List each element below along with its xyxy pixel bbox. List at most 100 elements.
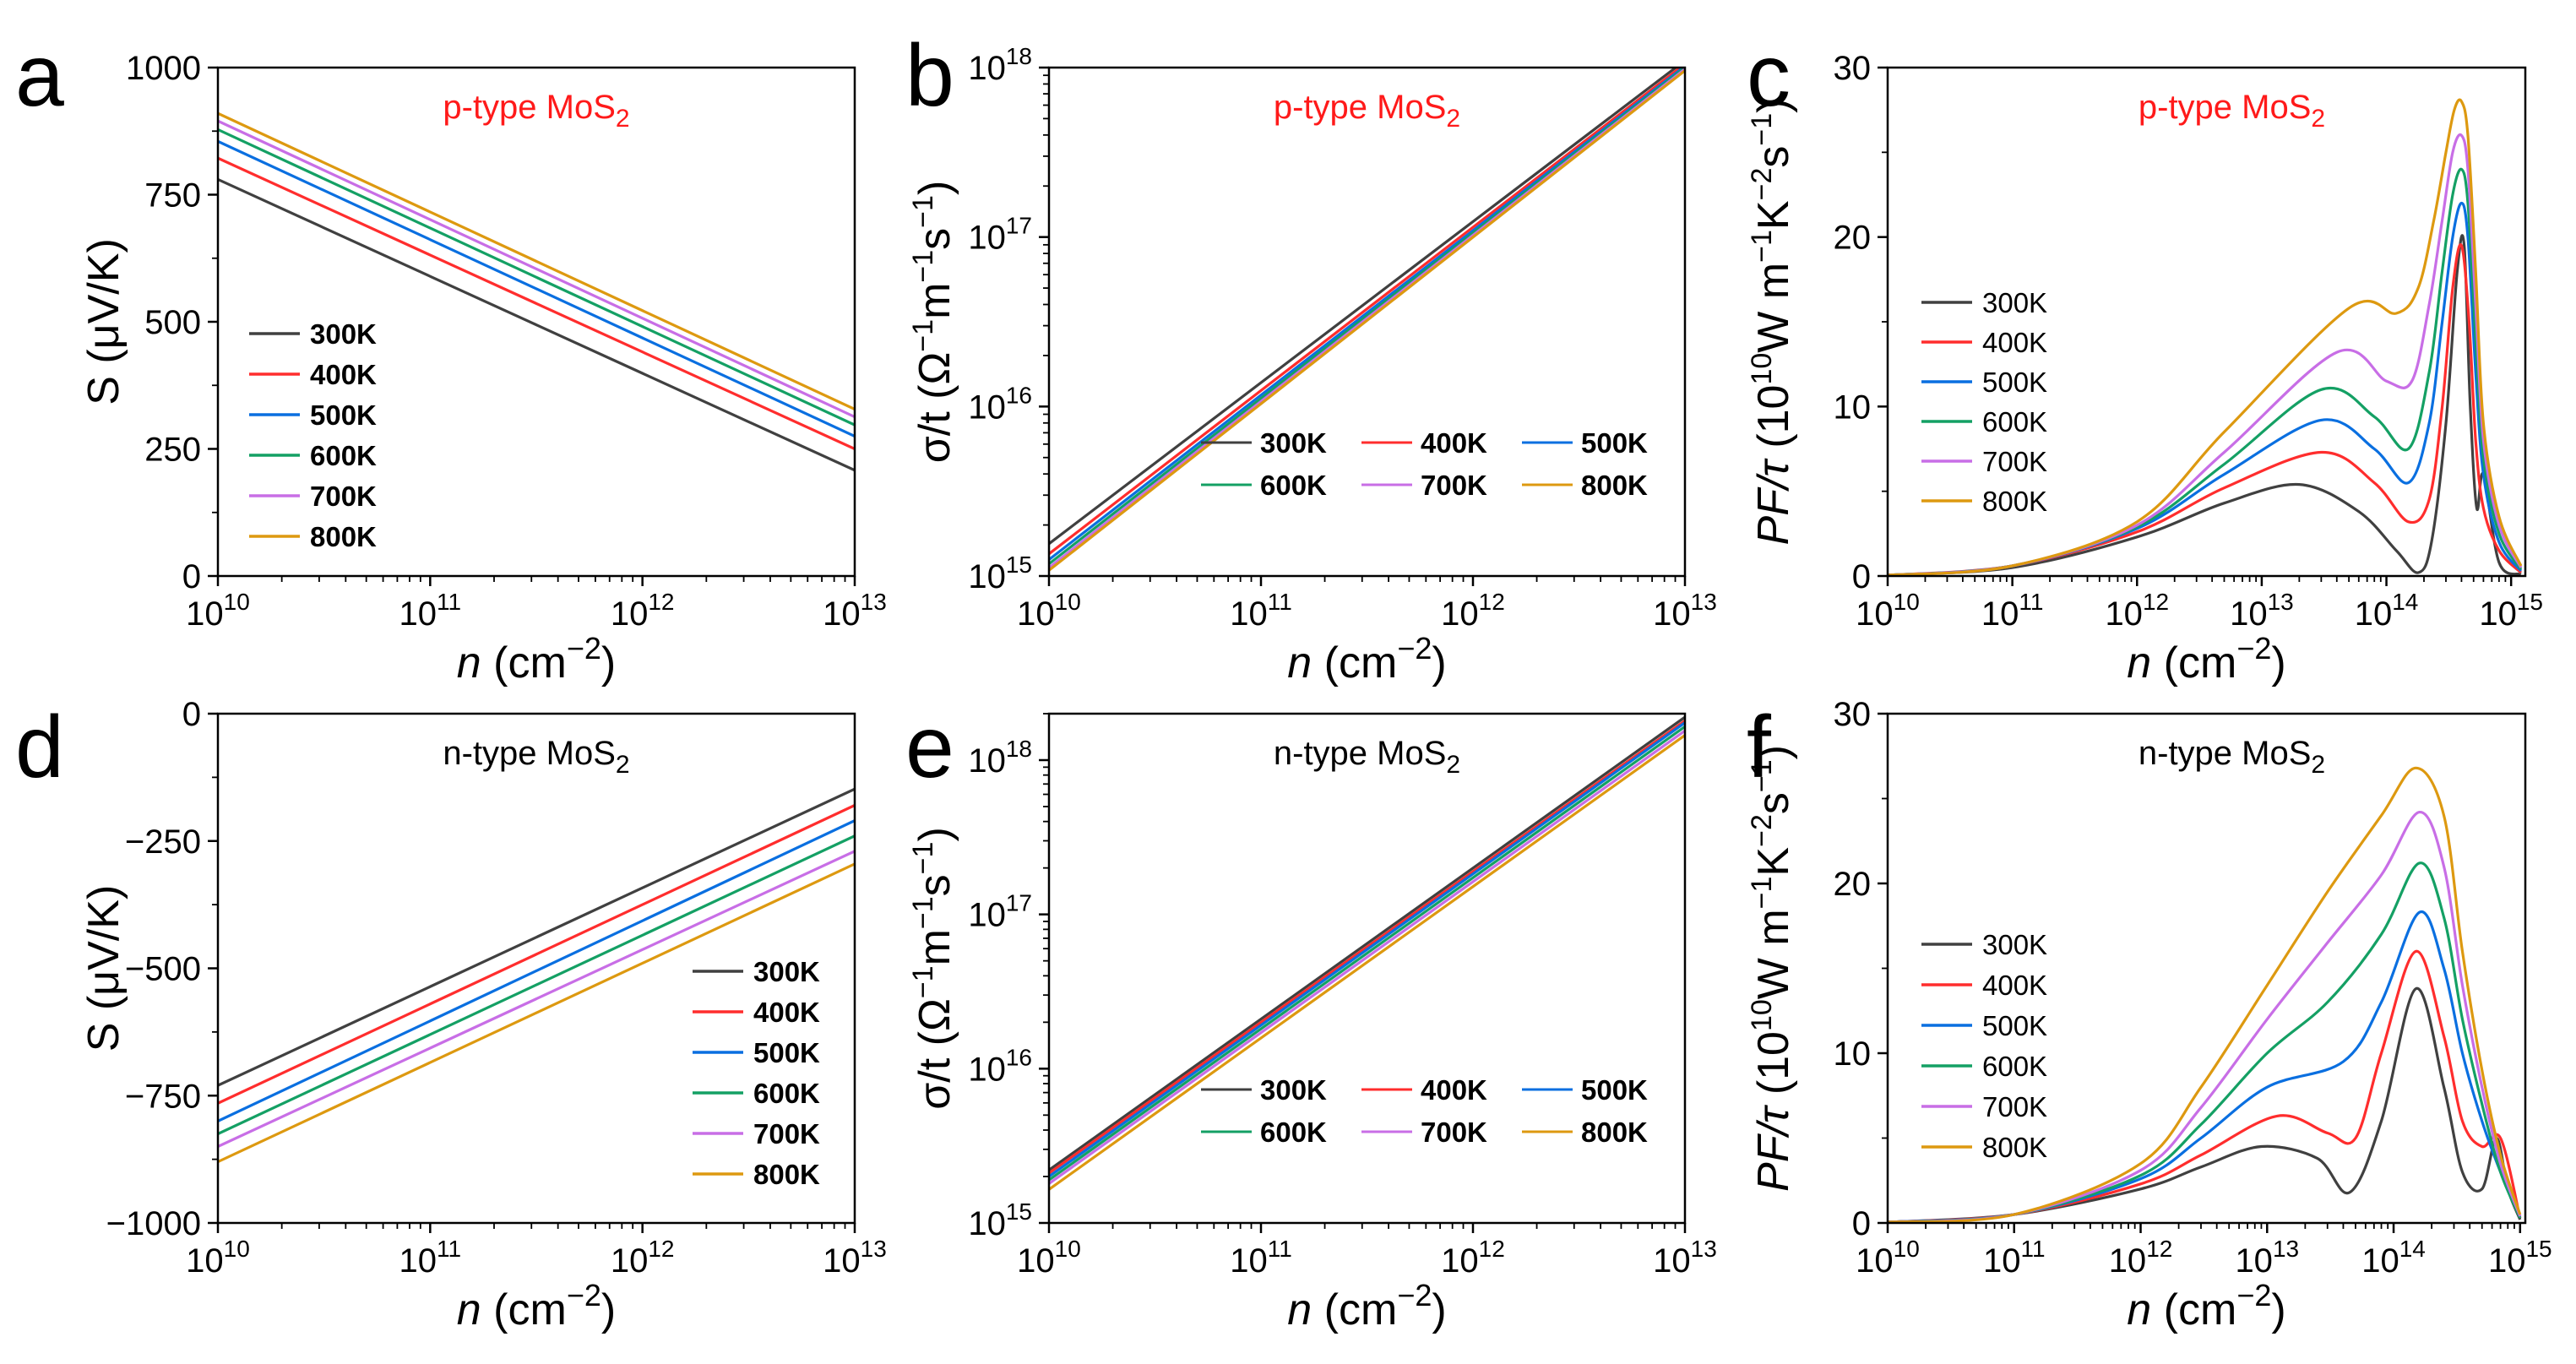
legend-item-400K: 400K bbox=[693, 997, 820, 1028]
legend-item-700K: 700K bbox=[249, 481, 377, 512]
series-line-400K bbox=[1888, 949, 2522, 1223]
series-line-600K bbox=[218, 128, 855, 427]
legend-label: 400K bbox=[1982, 970, 2047, 1001]
legend-item-600K: 600K bbox=[1201, 470, 1327, 501]
legend-item-300K: 300K bbox=[1921, 287, 2047, 318]
legend-label: 400K bbox=[753, 997, 820, 1028]
y-tick-label: 10 bbox=[1834, 389, 1872, 426]
panel-letter-d: d bbox=[15, 698, 64, 796]
series-line-800K bbox=[218, 862, 855, 1164]
y-tick-label: −250 bbox=[125, 823, 201, 861]
series-line-500K bbox=[218, 139, 855, 437]
panel-title: p-type MoS2 bbox=[1274, 89, 1460, 133]
legend-label: 400K bbox=[1421, 1074, 1487, 1106]
y-tick-label: 20 bbox=[1834, 866, 1872, 903]
series-line-400K bbox=[1049, 720, 1685, 1175]
legend-item-700K: 700K bbox=[1921, 1091, 2047, 1122]
panel-title: n-type MoS2 bbox=[443, 735, 629, 779]
x-axis-label: n (cm−2) bbox=[457, 1278, 616, 1334]
series-group bbox=[1888, 766, 2522, 1223]
y-axis-label: S (μV/K) bbox=[79, 238, 128, 405]
x-tick-label: 1012 bbox=[611, 1236, 675, 1280]
series-line-500K bbox=[218, 819, 855, 1122]
panel-d: d 1010 1011 1012 1013 −1000 −750 −500 −250 0 n (cm… bbox=[15, 696, 887, 1334]
legend-item-400K: 400K bbox=[1361, 427, 1487, 459]
series-line-500K bbox=[1049, 68, 1685, 561]
legend-item-800K: 800K bbox=[1921, 1132, 2047, 1163]
x-tick-label: 1013 bbox=[823, 589, 887, 633]
y-tick-label: 20 bbox=[1834, 220, 1872, 257]
y-tick-label: 750 bbox=[144, 177, 201, 215]
x-tick-label: 1013 bbox=[1653, 589, 1717, 633]
legend-item-600K: 600K bbox=[1921, 406, 2047, 437]
legend-label: 300K bbox=[1260, 427, 1327, 459]
legend-label: 500K bbox=[1581, 1074, 1648, 1106]
x-tick-label: 1015 bbox=[2488, 1236, 2552, 1280]
y-tick-label: 1017 bbox=[968, 213, 1032, 257]
legend: 300K 400K 500K 600K 700K 800K bbox=[1921, 929, 2047, 1163]
legend-item-800K: 800K bbox=[1522, 1117, 1648, 1148]
legend-label: 400K bbox=[310, 359, 377, 390]
x-tick-label: 1014 bbox=[2361, 1236, 2426, 1280]
legend-item-300K: 300K bbox=[1921, 929, 2047, 960]
y-tick-label: 1017 bbox=[968, 890, 1032, 934]
panel-a: a 1010 1011 1012 1013 0 250 500 750 1000 n (cm−2) S… bbox=[15, 27, 887, 687]
legend-item-400K: 400K bbox=[1361, 1074, 1487, 1106]
legend-label: 800K bbox=[753, 1159, 820, 1190]
x-tick-label: 1010 bbox=[1017, 1236, 1081, 1280]
legend-label: 700K bbox=[753, 1118, 820, 1149]
legend-item-800K: 800K bbox=[693, 1159, 820, 1190]
legend-label: 500K bbox=[1982, 367, 2047, 398]
legend-item-300K: 300K bbox=[1201, 427, 1327, 459]
legend-item-700K: 700K bbox=[1361, 1117, 1487, 1148]
y-tick-label: 250 bbox=[144, 432, 201, 469]
legend-label: 500K bbox=[753, 1037, 820, 1068]
x-tick-label: 1012 bbox=[2105, 589, 2169, 633]
x-tick-label: 1012 bbox=[2109, 1236, 2173, 1280]
legend-label: 700K bbox=[1982, 446, 2047, 477]
legend-label: 800K bbox=[1982, 486, 2047, 517]
x-tick-label: 1011 bbox=[1230, 1236, 1292, 1280]
x-axis-label: n (cm−2) bbox=[457, 631, 616, 687]
legend-label: 800K bbox=[1982, 1132, 2047, 1163]
legend-item-400K: 400K bbox=[1921, 970, 2047, 1001]
x-tick-label: 1012 bbox=[1441, 1236, 1505, 1280]
panel-title: p-type MoS2 bbox=[2139, 89, 2325, 133]
legend-label: 800K bbox=[1581, 470, 1648, 501]
legend: 300K 400K 500K 600K 700K 800K bbox=[1201, 427, 1648, 501]
legend-label: 600K bbox=[753, 1078, 820, 1109]
y-tick-label: 500 bbox=[144, 304, 201, 341]
y-tick-label: 1016 bbox=[968, 1044, 1032, 1088]
legend-label: 600K bbox=[1260, 1117, 1327, 1148]
panel-letter-f: f bbox=[1747, 698, 1772, 796]
x-tick-label: 1011 bbox=[1981, 589, 2044, 633]
x-axis-label: n (cm−2) bbox=[2127, 631, 2285, 687]
x-tick-label: 1013 bbox=[1653, 1236, 1717, 1280]
x-axis-label: n (cm−2) bbox=[1287, 631, 1446, 687]
series-line-500K bbox=[1888, 201, 2523, 576]
legend-label: 300K bbox=[1260, 1074, 1327, 1106]
series-line-800K bbox=[1049, 69, 1685, 572]
y-tick-label: 1015 bbox=[968, 1198, 1032, 1242]
legend-label: 300K bbox=[1982, 287, 2047, 318]
panel-letter-e: e bbox=[905, 698, 954, 796]
series-line-800K bbox=[1888, 98, 2523, 576]
legend-item-600K: 600K bbox=[1921, 1051, 2047, 1082]
legend-item-400K: 400K bbox=[249, 359, 377, 390]
legend-item-400K: 400K bbox=[1921, 327, 2047, 358]
legend-item-300K: 300K bbox=[1201, 1074, 1327, 1106]
legend-item-600K: 600K bbox=[1201, 1117, 1327, 1148]
series-line-600K bbox=[1888, 861, 2522, 1223]
x-tick-label: 1013 bbox=[2235, 1236, 2299, 1280]
y-axis-label: σ/t (Ω−1m−1s−1) bbox=[907, 827, 959, 1110]
y-axis-label: S (μV/K) bbox=[79, 885, 128, 1052]
legend-item-800K: 800K bbox=[1921, 486, 2047, 517]
y-tick-label: −1000 bbox=[106, 1205, 201, 1242]
legend-label: 500K bbox=[1581, 427, 1648, 459]
y-tick-label: 0 bbox=[1852, 558, 1871, 595]
y-tick-label: −750 bbox=[125, 1078, 201, 1115]
y-tick-label: 1018 bbox=[968, 43, 1032, 87]
y-axis-label: PF/τ (1010W m−1K−2s−1) bbox=[1746, 745, 1798, 1192]
x-tick-label: 1010 bbox=[186, 589, 250, 633]
